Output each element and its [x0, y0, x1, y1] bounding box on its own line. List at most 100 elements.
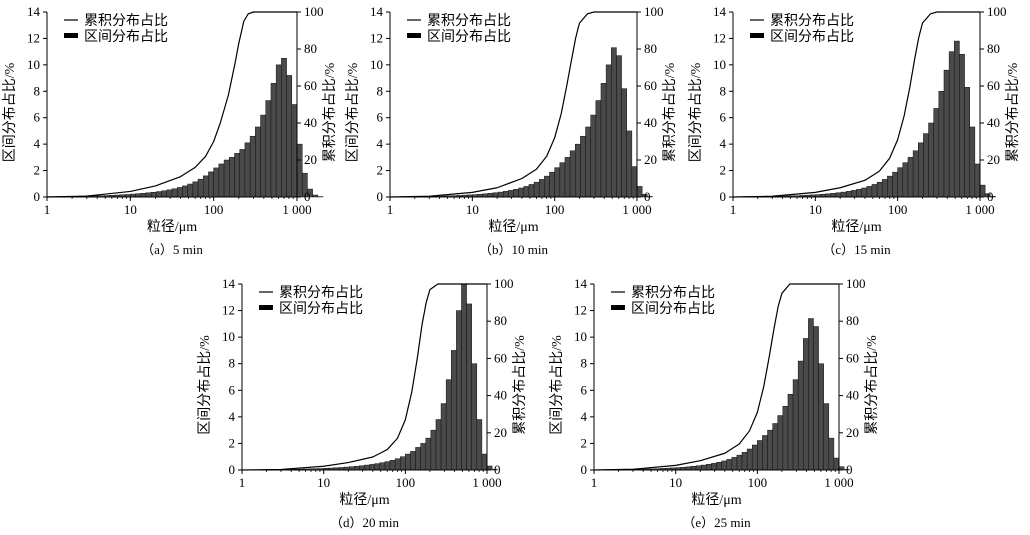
histogram-bar [711, 463, 717, 471]
histogram-bar [286, 75, 293, 198]
histogram-bar [866, 186, 873, 198]
histogram-bar [208, 171, 214, 198]
histogram-bar [803, 338, 809, 471]
histogram-bar [974, 163, 981, 198]
histogram-bar [150, 191, 157, 198]
histogram-bar [440, 403, 447, 471]
x-axis-label: 粒径/μm [488, 219, 538, 235]
histogram-bar [379, 462, 386, 471]
histogram-bar [843, 469, 850, 471]
left-tick-label: 0 [377, 189, 384, 204]
chart-panel-1: 0 2 4 6 8 10 12 14 0 20 40 60 80 100 1 10 100 1 000 粒径/μm 区… [2, 4, 338, 257]
legend-bar-swatch [611, 305, 625, 310]
histogram-bar [948, 51, 955, 198]
histogram-bar [777, 415, 784, 471]
histogram-bar [990, 196, 996, 198]
histogram-bar [260, 114, 266, 198]
histogram-bar [861, 187, 868, 198]
histogram-bar [203, 175, 209, 198]
histogram-bars [593, 318, 850, 471]
histogram-bar [513, 189, 519, 198]
right-tick-label: 60 [494, 350, 507, 365]
histogram-bar [538, 179, 545, 198]
histogram-bar [161, 190, 168, 198]
right-tick-label: 100 [987, 4, 1007, 19]
histogram-bar [757, 440, 763, 471]
x-tick-label: 1 000 [622, 202, 651, 217]
right-tick-label: 20 [494, 425, 507, 440]
histogram-bar [767, 429, 773, 471]
left-tick-label: 12 [713, 30, 726, 45]
legend-interval-label: 区间分布占比 [279, 301, 363, 317]
x-tick-label: 100 [204, 202, 224, 217]
histogram-bar [415, 447, 421, 471]
histogram-bar [706, 464, 712, 471]
right-y-axis-label: 累积分布占比/% [864, 335, 880, 435]
left-tick-label: 14 [27, 4, 41, 19]
histogram-bar [876, 181, 883, 198]
histogram-bar [533, 181, 540, 198]
x-tick-label: 10 [466, 202, 479, 217]
histogram-bar [549, 171, 555, 198]
histogram-bar [166, 189, 173, 198]
x-tick-label: 10 [124, 202, 137, 217]
histogram-bar [445, 379, 452, 471]
left-tick-label: 10 [222, 329, 235, 344]
right-tick-label: 0 [644, 189, 651, 204]
histogram-bar [746, 448, 753, 471]
histogram-bar [508, 190, 514, 198]
x-tick-label: 10 [669, 475, 682, 490]
legend-interval-label: 区间分布占比 [84, 29, 168, 45]
histogram-bar [647, 196, 653, 198]
left-tick-label: 10 [27, 57, 40, 72]
legend-cumulative-label: 累积分布占比 [279, 285, 363, 301]
histogram-bar [792, 379, 799, 471]
x-tick-label: 10 [317, 475, 330, 490]
left-tick-label: 0 [34, 189, 41, 204]
histogram-bar [249, 135, 256, 198]
right-y-axis-label: 累积分布占比/% [1005, 62, 1021, 162]
histogram-bar [984, 193, 991, 198]
histogram-bar [616, 55, 622, 198]
histogram-bar [176, 187, 183, 198]
histogram-bar [700, 464, 707, 471]
histogram-bar [389, 460, 396, 471]
x-tick-label: 1 000 [965, 202, 994, 217]
left-tick-label: 2 [581, 435, 588, 450]
histogram-bar [420, 443, 427, 471]
left-y-axis-label: 区间分布占比/% [549, 335, 565, 435]
histogram-bar [466, 303, 472, 471]
x-tick-label: 1 [591, 475, 598, 490]
histogram-bar [502, 191, 509, 198]
left-tick-label: 6 [229, 382, 236, 397]
histogram-bar [845, 191, 852, 198]
right-tick-label: 60 [846, 350, 859, 365]
left-tick-label: 12 [222, 303, 235, 318]
histogram-bar [851, 190, 857, 198]
right-tick-label: 60 [644, 78, 657, 93]
histogram-bar [907, 157, 914, 198]
histogram-bar [229, 157, 235, 198]
histogram-bar [840, 191, 847, 198]
histogram-bar [270, 83, 277, 198]
chart-panel-5: 0 2 4 6 8 10 12 14 0 20 40 60 80 100 1 10 100 1 000 粒径/μm 区… [549, 276, 880, 530]
chart-panel-4: 0 2 4 6 8 10 12 14 0 20 40 60 80 100 1 10 100 1 000 粒径/μm 区… [197, 276, 528, 530]
histogram-bar [818, 363, 824, 471]
right-tick-label: 40 [494, 388, 507, 403]
histogram-bars [389, 47, 653, 198]
histogram-bars [241, 283, 498, 471]
legend-bar-swatch [64, 33, 78, 38]
histogram-bar [492, 192, 499, 198]
left-tick-label: 6 [377, 110, 384, 125]
histogram-bar [605, 64, 612, 198]
left-tick-label: 4 [581, 409, 588, 424]
histogram-bar [394, 458, 401, 471]
histogram-bar [979, 184, 986, 198]
histogram-bar [359, 465, 365, 471]
histogram-bar [835, 192, 842, 198]
left-tick-label: 2 [229, 435, 236, 450]
left-tick-label: 2 [34, 163, 41, 178]
legend-bar-swatch [407, 33, 421, 38]
left-tick-label: 10 [574, 329, 587, 344]
left-tick-label: 2 [720, 163, 727, 178]
